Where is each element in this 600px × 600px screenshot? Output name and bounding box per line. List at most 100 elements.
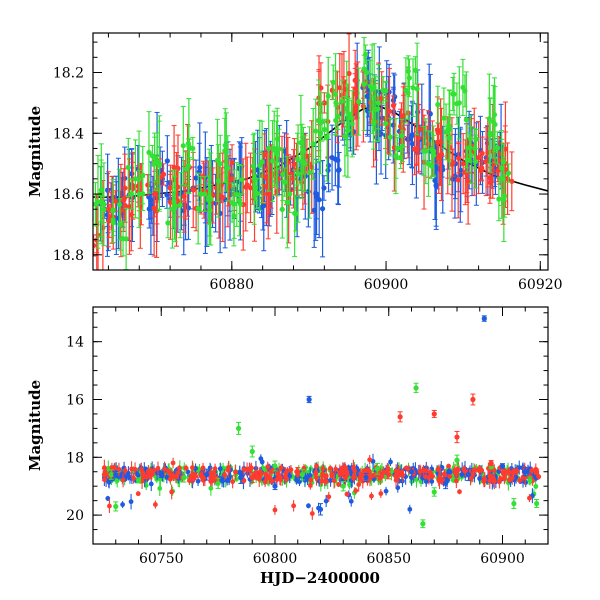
data-point-series-0 <box>458 167 464 173</box>
data-point-series-0 <box>374 466 380 472</box>
band-point-2 <box>168 472 174 478</box>
band-point-2 <box>327 465 333 471</box>
data-point-series-1 <box>238 474 244 481</box>
band-point-2 <box>324 479 329 484</box>
band-point-2 <box>435 466 441 472</box>
bottom-y-axis-label: Magnitude <box>26 380 44 471</box>
data-point-series-2 <box>284 199 290 205</box>
data-point-series-1 <box>522 469 528 475</box>
band-point-2 <box>222 472 228 478</box>
band-point-2 <box>262 479 268 485</box>
data-point-series-2 <box>223 149 229 155</box>
band-point-2 <box>357 475 363 481</box>
data-point-series-2 <box>146 149 152 156</box>
data-point-series-2 <box>295 170 301 177</box>
data-point-series-2 <box>310 141 316 147</box>
data-point-series-2 <box>387 134 393 140</box>
band-point-2 <box>230 479 236 485</box>
data-point-series-2 <box>431 152 437 158</box>
data-point-series-2 <box>330 79 336 85</box>
band-point-1 <box>185 469 191 475</box>
band-point-2 <box>116 467 122 472</box>
band-point-2 <box>169 489 175 495</box>
band-point-2 <box>353 488 359 494</box>
data-point-series-2 <box>363 51 369 58</box>
band-point-2 <box>132 466 138 472</box>
data-point-series-1 <box>360 103 366 109</box>
data-point-series-1 <box>363 474 369 481</box>
data-point-series-2 <box>501 159 507 165</box>
data-point-series-1 <box>479 150 485 156</box>
data-point-series-2 <box>156 162 162 168</box>
data-point-series-2 <box>405 90 411 96</box>
band-point-2 <box>183 465 189 471</box>
data-point-series-0 <box>433 183 439 189</box>
data-point-series-0 <box>108 472 114 478</box>
data-point-series-2 <box>494 145 501 151</box>
data-point-series-2 <box>101 472 107 478</box>
band-point-1 <box>477 476 482 481</box>
data-point-series-1 <box>181 193 187 200</box>
band-point-1 <box>348 468 353 474</box>
band-point-1 <box>307 472 313 478</box>
data-point-series-2 <box>325 93 331 99</box>
band-point-2 <box>198 474 204 479</box>
data-point-series-0 <box>164 158 170 164</box>
data-point-series-2 <box>386 472 392 478</box>
data-point-series-1 <box>265 190 271 197</box>
band-point-2 <box>170 460 176 466</box>
data-point-series-2 <box>488 460 494 466</box>
band-point-2 <box>275 470 281 476</box>
data-point-series-0 <box>311 207 317 213</box>
data-point-series-1 <box>106 218 112 224</box>
data-point-series-2 <box>110 217 116 223</box>
data-point-series-2 <box>116 202 122 208</box>
band-point-2 <box>476 468 482 474</box>
band-point-2 <box>120 477 126 483</box>
data-point-series-2 <box>423 148 429 154</box>
data-point-series-1 <box>346 70 352 77</box>
band-point-2 <box>225 467 231 473</box>
data-point-series-2 <box>125 164 131 171</box>
band-point-2 <box>517 478 523 483</box>
data-point-series-1 <box>204 472 210 478</box>
data-point-series-2 <box>332 91 339 97</box>
data-point-series-2 <box>222 142 228 148</box>
data-point-series-1 <box>130 185 136 192</box>
data-point-series-2 <box>496 196 502 202</box>
data-point-series-1 <box>247 185 254 191</box>
data-point-series-1 <box>135 183 141 189</box>
data-point-series-1 <box>495 168 501 174</box>
data-point-series-2 <box>410 85 416 91</box>
top-axes-ticks: 60880 60900 60920 18.2 18.4 18.6 18.8 <box>53 33 563 293</box>
y-tick-label: 18 <box>66 450 84 466</box>
band-point-1 <box>258 456 264 462</box>
band-point-2 <box>167 476 173 482</box>
band-point-2 <box>336 482 342 487</box>
data-point-series-1 <box>171 164 177 170</box>
band-point-2 <box>212 475 218 481</box>
data-point-series-2 <box>505 170 512 176</box>
data-point-series-2 <box>501 197 507 203</box>
band-point-2 <box>351 465 356 471</box>
data-point-series-1 <box>317 506 324 512</box>
bottom-x-axis-label: HJD−2400000 <box>260 569 380 587</box>
x-tick-label: 60800 <box>253 551 298 567</box>
data-point-series-2 <box>324 134 330 140</box>
data-point-series-1 <box>112 198 118 204</box>
band-point-1 <box>429 479 435 484</box>
band-point-2 <box>308 477 314 483</box>
data-point-series-1 <box>420 126 426 132</box>
data-point-series-2 <box>192 473 198 479</box>
band-point-2 <box>508 476 514 482</box>
data-point-series-1 <box>450 160 456 166</box>
band-point-1 <box>323 498 329 504</box>
band-point-2 <box>385 466 391 471</box>
band-point-2 <box>430 473 436 479</box>
data-point-series-2 <box>234 191 240 198</box>
data-point-series-2 <box>259 159 265 165</box>
data-point-series-2 <box>298 140 304 146</box>
data-point-series-0 <box>335 157 341 163</box>
x-tick-label: 60750 <box>139 551 184 567</box>
bottom-axes-ticks: 60750 60800 60850 60900 14 16 18 20 <box>66 307 549 567</box>
